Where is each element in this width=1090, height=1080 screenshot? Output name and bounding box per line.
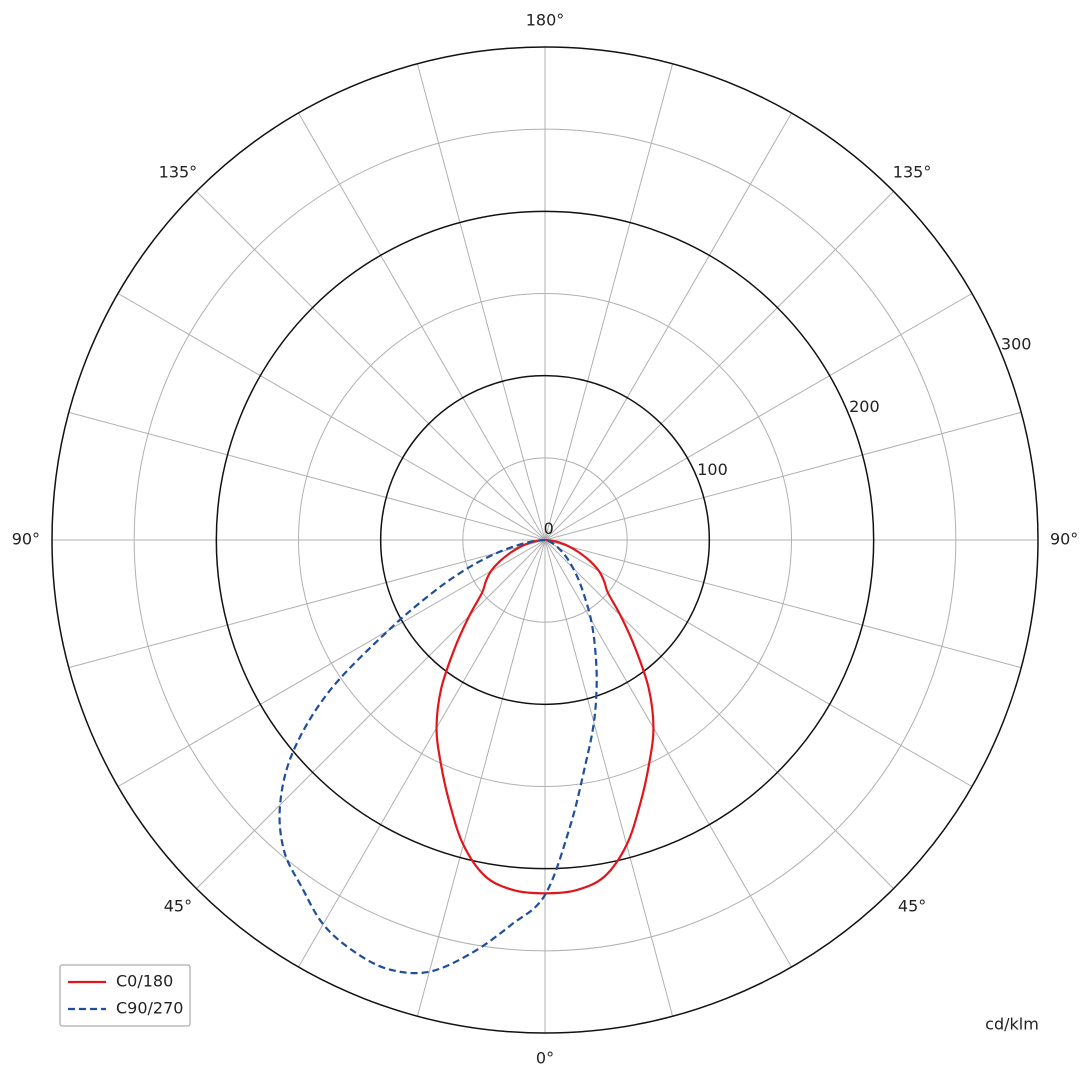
- angle-tick-label: 45°: [164, 897, 192, 916]
- angle-grid-line: [544, 112, 792, 541]
- series-line: [278, 538, 598, 975]
- grid-circle: [379, 374, 711, 706]
- angle-grid-line: [117, 293, 546, 541]
- angle-grid-line: [544, 411, 1022, 541]
- angle-grid-line: [544, 539, 1022, 669]
- angle-tick-label: 135°: [159, 162, 198, 181]
- grid-circle: [215, 210, 875, 870]
- angle-grid-line: [416, 63, 546, 541]
- angle-grid-line: [544, 539, 674, 1017]
- angle-grid-line: [298, 112, 546, 541]
- angle-grid-line: [544, 539, 894, 889]
- legend-label: C0/180: [116, 972, 173, 991]
- angle-tick-label: 135°: [893, 162, 932, 181]
- angle-tick-label: 90°: [12, 530, 40, 549]
- angle-tick-label: 0°: [536, 1049, 554, 1068]
- angle-grid-line: [196, 191, 546, 541]
- legend-box: [59, 964, 191, 1027]
- grid-circle: [51, 46, 1039, 1034]
- unit-label: cd/klm: [985, 1015, 1039, 1034]
- legend-label: C90/270: [116, 999, 183, 1018]
- r-tick-label: 300: [1001, 334, 1032, 353]
- angle-grid-line: [68, 411, 546, 541]
- angle-grid-line: [298, 539, 546, 968]
- r-tick-label: 100: [697, 460, 728, 479]
- angle-tick-label: 45°: [898, 897, 926, 916]
- angle-tick-label: 90°: [1050, 530, 1078, 549]
- angle-tick-label: 180°: [526, 10, 565, 29]
- angle-grid-line: [544, 539, 973, 787]
- angle-grid-line: [196, 539, 546, 889]
- angle-grid-line: [544, 63, 674, 541]
- angle-grid-line: [416, 539, 546, 1017]
- angle-grid-line: [68, 539, 546, 669]
- r-tick-label: 200: [849, 397, 880, 416]
- r-tick-label: 0: [544, 519, 554, 538]
- angle-grid-line: [544, 191, 894, 541]
- angle-grid-line: [117, 539, 546, 787]
- angle-grid-line: [544, 293, 973, 541]
- angle-grid-line: [544, 539, 792, 968]
